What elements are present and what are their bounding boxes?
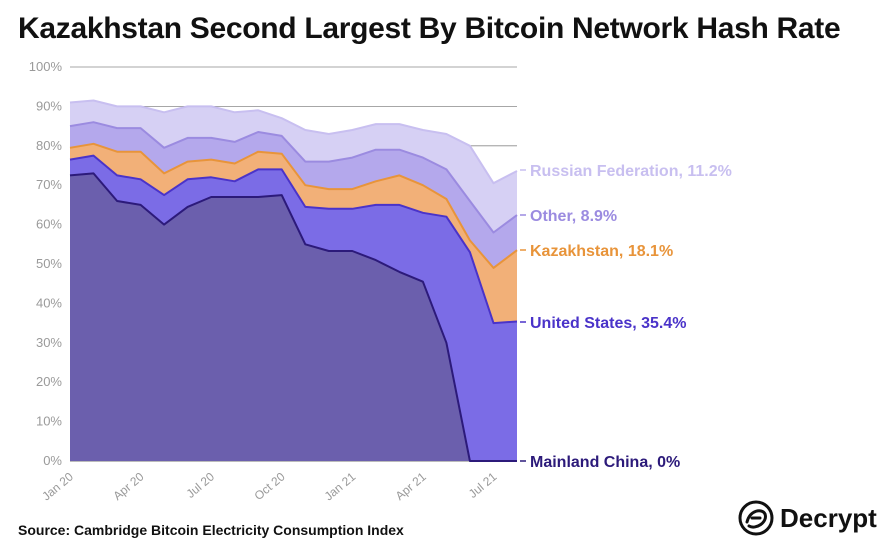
y-tick-label: 40%: [36, 295, 62, 310]
line-mainland-china: [69, 172, 517, 462]
y-tick-label: 20%: [36, 374, 62, 389]
decrypt-logo-icon: [738, 500, 774, 536]
area-mainland-china: [70, 173, 517, 461]
line-other: [69, 121, 518, 234]
series-label-kazakhstan: Kazakhstan, 18.1%: [530, 243, 673, 260]
y-tick-label: 0%: [43, 453, 62, 468]
chart-title: Kazakhstan Second Largest By Bitcoin Net…: [18, 12, 841, 45]
x-tick-label: Oct 20: [252, 469, 288, 503]
series-label-russian-federation: Russian Federation, 11.2%: [530, 163, 732, 180]
x-tick-label: Jan 21: [322, 469, 359, 503]
stacked-areas: [70, 100, 517, 462]
y-tick-label: 70%: [36, 177, 62, 192]
line-russian-federation: [69, 99, 518, 185]
source-note: Source: Cambridge Bitcoin Electricity Co…: [18, 522, 404, 538]
y-tick-label: 80%: [36, 138, 62, 153]
y-axis: 0% 10% 20% 30% 40% 50% 60% 70% 80% 90% 100%: [29, 59, 63, 468]
y-tick-label: 10%: [36, 414, 62, 429]
y-tick-label: 50%: [36, 256, 62, 271]
x-tick-label: Apr 20: [110, 469, 146, 503]
y-tick-label: 30%: [36, 335, 62, 350]
series-label-mainland-china: Mainland China, 0%: [530, 454, 680, 471]
x-tick-label: Jul 20: [184, 469, 218, 501]
line-united-states: [69, 154, 518, 325]
x-tick-label: Jan 20: [39, 469, 76, 503]
series-labels: Mainland China, 0% United States, 35.4% Ka…: [520, 163, 732, 471]
y-tick-label: 60%: [36, 217, 62, 232]
x-tick-label: Apr 21: [393, 469, 429, 503]
x-tick-label: Jul 21: [466, 469, 500, 501]
series-label-united-states: United States, 35.4%: [530, 315, 687, 332]
brand-name: Decrypt: [780, 502, 877, 533]
y-tick-label: 90%: [36, 98, 62, 113]
line-kazakhstan: [69, 142, 518, 269]
x-axis: Jan 20 Apr 20 Jul 20 Oct 20 Jan 21 Apr 21 Jul …: [39, 469, 499, 503]
series-lines: [69, 99, 518, 462]
series-label-other: Other, 8.9%: [530, 208, 617, 225]
y-tick-label: 100%: [29, 59, 63, 74]
decrypt-logo: Decrypt: [738, 500, 877, 536]
